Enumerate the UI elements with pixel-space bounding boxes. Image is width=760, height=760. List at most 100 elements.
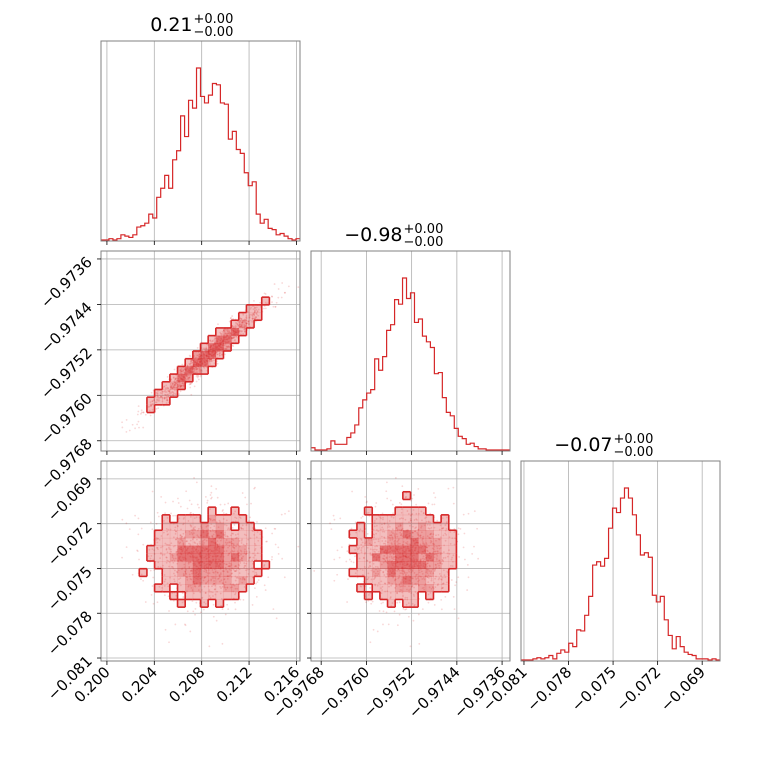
sample-point [198, 542, 201, 545]
sample-point [187, 520, 190, 522]
sample-point [414, 530, 417, 533]
sample-point [181, 382, 184, 385]
sample-point [245, 316, 247, 319]
sample-point [172, 385, 175, 388]
sample-point [222, 582, 225, 585]
sample-point [399, 585, 402, 588]
sample-point [176, 570, 178, 573]
sample-point [363, 557, 365, 560]
density-cell [379, 561, 388, 569]
sample-point [214, 577, 216, 580]
sample-point [439, 562, 441, 564]
sample-point [179, 385, 182, 388]
density-cell [425, 530, 434, 539]
sample-point [174, 514, 176, 517]
sample-point [444, 529, 447, 532]
sample-point [150, 391, 153, 394]
sample-point [364, 551, 367, 554]
sample-point [170, 384, 173, 387]
sample-point [423, 584, 426, 587]
sample-point [452, 554, 455, 557]
sample-point [427, 527, 430, 530]
sample-point [275, 301, 278, 304]
sample-point [272, 608, 275, 611]
sample-point [365, 501, 368, 504]
sample-point [212, 571, 214, 574]
sample-point [191, 567, 194, 570]
sample-point [213, 525, 216, 528]
sample-point [243, 328, 246, 330]
sample-point [187, 584, 190, 587]
sample-point [243, 550, 246, 553]
sample-point [385, 490, 388, 493]
sample-point [180, 384, 183, 387]
density-cell [223, 576, 232, 585]
sample-point [167, 528, 170, 531]
sample-point [396, 624, 399, 627]
sample-point [171, 387, 174, 390]
sample-point [248, 551, 251, 554]
sample-point [389, 597, 392, 600]
density-cell [402, 568, 411, 577]
sample-point [223, 329, 225, 332]
density-cell [372, 561, 381, 569]
sample-point [194, 613, 196, 616]
sample-point [243, 566, 246, 569]
sample-point [194, 357, 197, 360]
sample-point [369, 552, 372, 555]
sample-point [172, 391, 175, 394]
sample-point [235, 565, 237, 568]
sample-point [427, 593, 430, 596]
sample-point [264, 301, 267, 304]
sample-point [218, 576, 221, 578]
density-cell [441, 553, 450, 562]
sample-point [173, 368, 176, 371]
sample-point [173, 389, 176, 392]
sample-point [200, 527, 203, 529]
sample-point [420, 510, 423, 513]
sample-point [166, 399, 169, 402]
sample-point [168, 390, 170, 393]
sample-point [236, 323, 239, 326]
sample-point [428, 527, 431, 530]
density-cell [349, 568, 358, 577]
sample-point [186, 576, 188, 579]
sample-point [426, 523, 429, 526]
sample-point [441, 576, 444, 579]
sample-point [161, 587, 163, 589]
sample-point [209, 339, 212, 342]
sample-point [404, 598, 406, 601]
sample-point [184, 570, 187, 573]
density-cell [231, 514, 240, 523]
sample-point [406, 510, 409, 512]
sample-point [188, 377, 190, 379]
sample-point [417, 613, 420, 616]
sample-point [231, 335, 234, 338]
sample-point [196, 367, 199, 370]
sample-point [439, 553, 442, 556]
density-cell [410, 537, 419, 546]
sample-point [226, 535, 229, 538]
density-cell [177, 366, 186, 375]
sample-point [221, 331, 224, 333]
sample-point [452, 595, 455, 598]
sample-point [354, 572, 357, 575]
sample-point [242, 576, 245, 579]
density-cell [246, 522, 255, 531]
sample-point [440, 547, 442, 549]
sample-point [195, 368, 198, 371]
sample-point [232, 568, 235, 571]
sample-point [172, 561, 175, 564]
sample-point [387, 623, 390, 626]
density-cell [356, 537, 365, 546]
sample-point [228, 562, 231, 565]
density-cell [231, 507, 240, 516]
sample-point [234, 601, 236, 604]
density-cell [238, 514, 247, 523]
density-cell [364, 545, 373, 554]
sample-point [209, 358, 211, 361]
sample-point [369, 553, 372, 556]
sample-point [441, 583, 444, 586]
sample-point [180, 568, 183, 571]
sample-point [168, 389, 171, 392]
